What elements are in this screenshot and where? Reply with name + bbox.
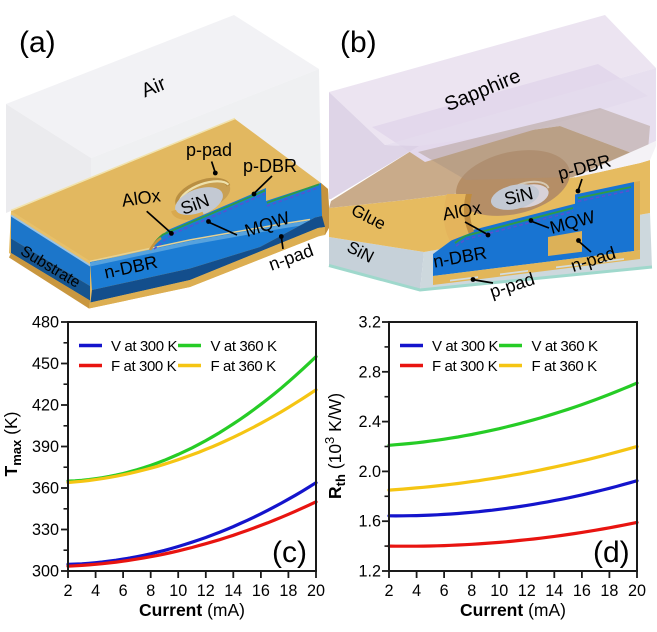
svg-text:14: 14 [224, 582, 242, 600]
svg-text:390: 390 [32, 438, 59, 456]
svg-text:Current (mA): Current (mA) [139, 600, 245, 620]
svg-text:450: 450 [32, 355, 59, 373]
svg-text:2: 2 [63, 582, 72, 600]
svg-text:12: 12 [518, 582, 536, 600]
svg-text:20: 20 [307, 582, 325, 600]
svg-text:p-pad: p-pad [186, 140, 232, 160]
svg-text:18: 18 [279, 582, 297, 600]
svg-text:420: 420 [32, 397, 59, 415]
svg-text:1.6: 1.6 [358, 513, 381, 531]
svg-text:8: 8 [467, 582, 476, 600]
svg-text:V at 300 K: V at 300 K [111, 338, 177, 355]
svg-text:V at 360 K: V at 360 K [532, 338, 598, 355]
svg-text:(a): (a) [19, 26, 56, 59]
svg-text:(b): (b) [340, 26, 377, 59]
svg-text:2: 2 [384, 582, 393, 600]
svg-text:20: 20 [628, 582, 646, 600]
svg-text:8: 8 [146, 582, 155, 600]
svg-text:480: 480 [32, 314, 59, 332]
svg-text:Rth (103 K/W): Rth (103 K/W) [322, 393, 348, 499]
svg-text:4: 4 [412, 582, 421, 600]
svg-text:F at 300 K: F at 300 K [111, 358, 177, 375]
svg-text:16: 16 [573, 582, 591, 600]
svg-text:Tmax (K): Tmax (K) [1, 412, 24, 477]
svg-text:2.4: 2.4 [358, 413, 381, 431]
svg-text:Current (mA): Current (mA) [460, 600, 566, 620]
svg-text:10: 10 [169, 582, 187, 600]
svg-text:(d): (d) [593, 536, 630, 569]
svg-text:18: 18 [600, 582, 618, 600]
svg-text:1.2: 1.2 [358, 563, 381, 581]
svg-text:12: 12 [197, 582, 215, 600]
svg-text:6: 6 [119, 582, 128, 600]
svg-text:V at 360 K: V at 360 K [211, 338, 277, 355]
svg-text:360: 360 [32, 480, 59, 498]
svg-text:F at 360 K: F at 360 K [532, 358, 598, 375]
svg-text:2.8: 2.8 [358, 363, 381, 381]
svg-text:F at 300 K: F at 300 K [432, 358, 498, 375]
svg-text:14: 14 [545, 582, 563, 600]
svg-text:p-DBR: p-DBR [243, 156, 297, 176]
svg-text:V at 300 K: V at 300 K [432, 338, 498, 355]
svg-text:3.2: 3.2 [358, 314, 381, 332]
svg-text:10: 10 [490, 582, 508, 600]
svg-text:330: 330 [32, 521, 59, 539]
svg-text:(c): (c) [272, 536, 307, 569]
svg-text:4: 4 [91, 582, 100, 600]
svg-text:16: 16 [252, 582, 270, 600]
svg-text:300: 300 [32, 563, 59, 581]
svg-text:F at 360 K: F at 360 K [211, 358, 277, 375]
svg-text:2.0: 2.0 [358, 463, 381, 481]
svg-text:6: 6 [440, 582, 449, 600]
